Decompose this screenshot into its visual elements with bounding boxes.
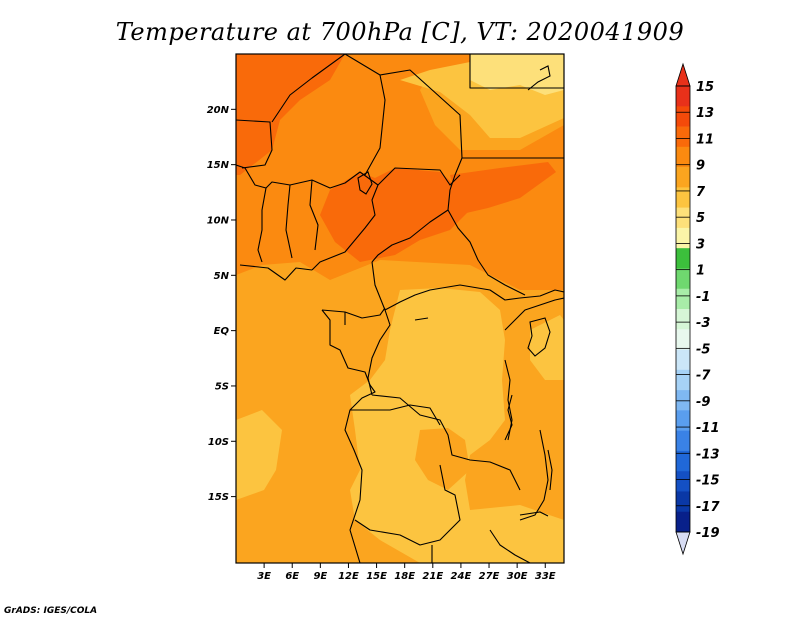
grads-credit: GrADS: IGES/COLA xyxy=(4,606,97,616)
colorbar-swatch xyxy=(676,106,690,127)
colorbar-label: 15 xyxy=(696,80,714,95)
lat-tick-label: 10S xyxy=(208,437,229,448)
lon-tick-label: 30E xyxy=(507,571,528,582)
colorbar-label: -5 xyxy=(696,342,710,357)
colorbar-swatch xyxy=(676,187,690,208)
region-13c-east xyxy=(450,162,556,214)
lon-tick-label: 6E xyxy=(285,571,299,582)
lon-tick-label: 15E xyxy=(366,571,387,582)
colorbar-label: 11 xyxy=(696,132,714,147)
colorbar-swatch xyxy=(676,167,690,188)
lon-tick-label: 18E xyxy=(394,571,415,582)
colorbar-label: -11 xyxy=(696,421,720,436)
lake-nasser-shape xyxy=(527,65,551,91)
colorbar-label: 3 xyxy=(696,237,705,252)
colorbar-swatch xyxy=(676,268,690,290)
colorbar-label: -7 xyxy=(696,369,711,384)
colorbar-label: -9 xyxy=(696,395,710,410)
colorbar-top-triangle xyxy=(675,62,691,87)
colorbar-swatch xyxy=(676,511,690,533)
colorbar-swatch xyxy=(676,126,690,148)
map-frame xyxy=(235,53,565,564)
colorbar-label: -3 xyxy=(696,316,710,331)
region-13c-lakechad xyxy=(320,168,470,262)
region-9c-patch xyxy=(415,428,470,490)
lake-kariba-shape xyxy=(519,511,549,517)
lat-tick-label: 15N xyxy=(207,160,230,171)
lon-axis: 3E 6E 9E 12E 15E 18E 21E 24E 27E 30E 33E xyxy=(257,563,556,582)
colorbar-label: -13 xyxy=(696,447,720,462)
lake-tanganyika-shape xyxy=(504,394,513,441)
region-7c-central xyxy=(350,288,564,563)
lake-chad-shape xyxy=(357,171,373,195)
lon-tick-label: 21E xyxy=(422,571,443,582)
colorbar-label: -15 xyxy=(696,474,720,489)
colorbar-swatch xyxy=(676,288,690,310)
lon-tick-label: 3E xyxy=(257,571,271,582)
colorbar-label: 13 xyxy=(696,106,714,121)
lakes xyxy=(357,65,553,517)
region-13c-northwest xyxy=(236,54,345,175)
colorbar-label: 5 xyxy=(696,211,705,226)
colorbar-swatch xyxy=(676,309,690,330)
lat-tick-label: 20N xyxy=(207,105,230,116)
colorbar-swatch xyxy=(676,86,690,107)
map-title: Temperature at 700hPa [C], VT: 202004190… xyxy=(116,18,684,46)
lat-tick-label: 10N xyxy=(207,215,230,226)
lat-tick-label: 15S xyxy=(208,492,229,503)
colorbar-swatch xyxy=(676,390,690,411)
colorbar-label: -1 xyxy=(696,290,710,305)
lat-axis: 20N 15N 10N 5N EQ 5S 10S 15S xyxy=(207,105,236,503)
colorbar-swatch xyxy=(676,369,690,391)
colorbar-swatch xyxy=(676,146,690,168)
river-mark xyxy=(414,317,429,321)
lon-tick-label: 24E xyxy=(451,571,472,582)
lon-tick-label: 12E xyxy=(338,571,359,582)
region-7c-east xyxy=(530,315,564,380)
colorbar-swatch xyxy=(676,471,690,492)
lake-malawi-shape xyxy=(547,449,553,491)
colorbar-swatch xyxy=(676,248,690,269)
colorbar: 15 13 11 9 7 5 3 1 -1 -3 -5 -7 -9 -11 -13 -15 -17 -19 xyxy=(675,62,720,556)
lat-tick-label: 5S xyxy=(215,381,229,392)
colorbar-swatch xyxy=(676,207,690,229)
colorbar-swatch xyxy=(676,450,690,472)
lat-tick-label: EQ xyxy=(214,326,230,337)
colorbar-swatch xyxy=(676,491,690,513)
colorbar-label: -19 xyxy=(696,526,720,541)
colorbar-label: 9 xyxy=(696,159,705,174)
lon-tick-label: 27E xyxy=(479,571,500,582)
region-5c-libya xyxy=(470,54,564,95)
lon-tick-label: 33E xyxy=(535,571,556,582)
region-7c-west-coast xyxy=(236,410,282,500)
lat-tick-label: 5N xyxy=(214,271,230,282)
colorbar-label: -17 xyxy=(696,500,720,515)
colorbar-swatch xyxy=(676,349,690,371)
colorbar-label: 1 xyxy=(696,264,705,279)
temperature-field xyxy=(236,54,564,563)
colorbar-label: 7 xyxy=(696,185,706,200)
map-panel: 20N 15N 10N 5N EQ 5S 10S 15S 3E 6E 9E 12E 15E 18E 21E… xyxy=(207,53,565,582)
colorbar-swatch xyxy=(676,227,690,249)
colorbar-swatch xyxy=(676,410,690,431)
colorbar-swatch xyxy=(676,430,690,452)
colorbar-bottom-triangle xyxy=(675,531,691,556)
lon-tick-label: 9E xyxy=(313,571,327,582)
country-borders xyxy=(236,54,564,563)
colorbar-swatch xyxy=(676,329,690,350)
lake-victoria-shape xyxy=(527,317,551,357)
